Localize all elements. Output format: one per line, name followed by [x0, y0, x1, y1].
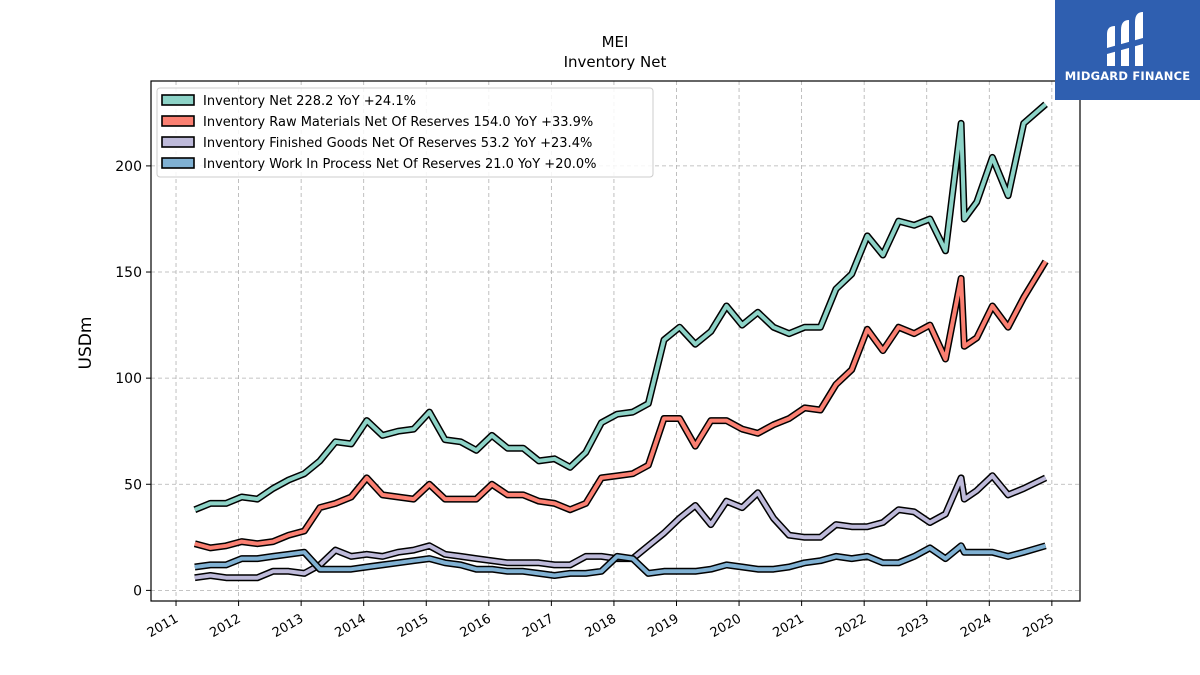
x-tick-label: 2015 — [395, 611, 431, 641]
x-tick-label: 2017 — [520, 611, 556, 641]
y-axis-label: USDm — [76, 317, 96, 370]
y-tick-label: 200 — [115, 159, 142, 175]
plot-frame — [150, 80, 1081, 602]
x-tick-label: 2018 — [583, 611, 619, 641]
legend-label: Inventory Net 228.2 YoY +24.1% — [203, 94, 416, 109]
chart-title: MEI — [602, 33, 629, 51]
logo-mark-icon — [1107, 12, 1143, 66]
y-tick-label: 150 — [115, 265, 142, 281]
x-tick-label: 2022 — [833, 611, 869, 641]
y-tick-label: 0 — [133, 583, 142, 599]
x-tick-label: 2013 — [270, 611, 306, 641]
legend-label: Inventory Finished Goods Net Of Reserves… — [203, 136, 592, 151]
x-tick-label: 2014 — [333, 611, 369, 641]
legend-swatch — [161, 157, 195, 169]
legend-box — [156, 87, 654, 178]
y-tick-label: 100 — [115, 371, 142, 387]
brand-logo: MIDGARD FINANCE — [1055, 0, 1200, 100]
legend-swatch — [161, 94, 195, 106]
x-tick-label: 2025 — [1021, 611, 1057, 641]
logo-text: MIDGARD FINANCE — [1064, 69, 1191, 83]
x-axis-ticks: 2011 2012 2013 2014 2015 2016 2017 2018 2019 2020… — [145, 601, 1057, 641]
x-tick-label: 2011 — [145, 611, 181, 641]
y-axis-ticks: 0 50 100 150 200 — [115, 159, 151, 599]
y-tick-label: 50 — [124, 477, 142, 493]
series-line — [194, 543, 1047, 578]
legend-swatch — [161, 115, 195, 127]
x-tick-label: 2020 — [708, 611, 744, 641]
series-line — [194, 473, 1047, 580]
legend-swatch — [161, 136, 195, 148]
x-tick-label: 2012 — [207, 611, 243, 641]
series-line — [194, 260, 1048, 550]
legend-label: Inventory Work In Process Net Of Reserve… — [203, 157, 597, 172]
legend: Inventory Net 228.2 YoY +24.1% Inventory … — [156, 87, 654, 178]
x-tick-label: 2016 — [458, 611, 494, 641]
x-tick-label: 2023 — [896, 611, 932, 641]
x-tick-label: 2024 — [958, 611, 994, 641]
chart-subtitle: Inventory Net — [564, 53, 667, 71]
x-tick-label: 2019 — [645, 611, 681, 641]
legend-label: Inventory Raw Materials Net Of Reserves … — [203, 115, 593, 130]
series-line — [194, 102, 1047, 512]
series-lines — [193, 101, 1049, 582]
x-tick-label: 2021 — [770, 611, 806, 641]
